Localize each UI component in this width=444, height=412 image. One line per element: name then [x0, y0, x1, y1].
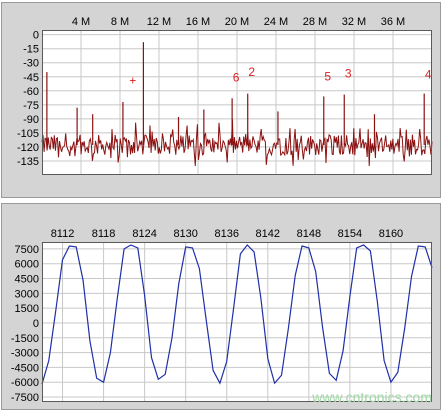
waveform-y-tick-label: -4500: [11, 362, 39, 374]
spectrum-marker-label: +: [129, 73, 136, 87]
waveform-x-tick-label: 8154: [338, 228, 362, 240]
waveform-x-tick-label: 8142: [256, 228, 280, 240]
spectrum-markers: +6 2 5 3 4: [129, 65, 432, 87]
spectrum-x-tick-label: 20 M: [225, 16, 249, 28]
waveform-x-tick-label: 8124: [132, 228, 156, 240]
waveform-x-tick-label: 8136: [214, 228, 238, 240]
spectrum-y-tick-label: -15: [23, 44, 39, 56]
waveform-x-tick-label: 8148: [297, 228, 321, 240]
spectrum-x-tick-labels: 4 M 8 M 12 M 16 M 20 M 24 M 28 M 32 M 36 M: [72, 16, 405, 28]
watermark-text: www.cntronics.com: [311, 389, 432, 405]
waveform-plot-border: [42, 242, 432, 402]
spectrum-y-tick-label: -75: [23, 100, 39, 112]
spectrum-y-tick-label: -105: [17, 128, 39, 140]
waveform-y-tick-label: -6000: [11, 377, 39, 389]
waveform-y-tick-label: 6000: [15, 259, 39, 271]
spectrum-x-tick-label: 24 M: [264, 16, 288, 28]
waveform-x-tick-label: 8112: [51, 228, 75, 240]
spectrum-y-tick-label: -135: [17, 156, 39, 168]
waveform-y-tick-label: 7500: [15, 244, 39, 256]
waveform-grid: [42, 242, 432, 402]
waveform-y-tick-label: 1500: [15, 303, 39, 315]
waveform-plot-area: [42, 242, 432, 402]
spectrum-x-tick-label: 32 M: [342, 16, 366, 28]
spectrum-x-tick-label: 4 M: [72, 16, 90, 28]
spectrum-y-tick-labels: 0 -15 -30 -45 -60 -75 -90 -105 -120 -135: [17, 30, 39, 168]
spectrum-series: [41, 119, 433, 167]
spectrum-marker-label: 4: [425, 68, 432, 82]
spectrum-spurs: [46, 42, 425, 146]
spectrum-y-tick-label: -120: [17, 142, 39, 154]
waveform-x-tick-label: 8130: [173, 228, 197, 240]
spectrum-plot-border: [42, 30, 432, 175]
waveform-x-tick-label: 8160: [379, 228, 403, 240]
spectrum-panel-border: [1, 2, 441, 198]
waveform-panel-border: [1, 203, 441, 410]
spectrum-x-tick-label: 12 M: [147, 16, 171, 28]
spectrum-y-tick-label: -30: [23, 58, 39, 70]
waveform-series: [41, 244, 433, 385]
spectrum-y-tick-label: -60: [23, 86, 39, 98]
waveform-y-tick-label: -3000: [11, 348, 39, 360]
spectrum-marker-label: 2: [248, 65, 255, 79]
spectrum-marker-label: 3: [345, 67, 352, 81]
spectrum-x-tick-label: 8 M: [111, 16, 129, 28]
spectrum-y-tick-label: -45: [23, 72, 39, 84]
waveform-trace: [41, 244, 433, 385]
waveform-y-tick-label: 3000: [15, 288, 39, 300]
spectrum-y-tick-label: 0: [33, 30, 39, 42]
spectrum-marker-label: 6: [233, 70, 240, 84]
spectrum-x-tick-label: 28 M: [303, 16, 327, 28]
spectrum-x-tick-label: 36 M: [381, 16, 405, 28]
waveform-x-tick-labels: 8112 8118 8124 8130 8136 8142 8148 8154 8160: [51, 228, 403, 240]
spectrum-y-tick-label: -90: [23, 114, 39, 126]
spectrum-x-tick-label: 16 M: [186, 16, 210, 28]
waveform-y-tick-label: 4500: [15, 274, 39, 286]
waveform-y-tick-label: -1500: [11, 333, 39, 345]
waveform-y-tick-label: -7500: [11, 392, 39, 404]
waveform-x-tick-label: 8118: [92, 228, 116, 240]
waveform-y-tick-label: 0: [33, 318, 39, 330]
spectrum-noise-trace: [41, 119, 433, 167]
spectrum-marker-label: 5: [324, 70, 331, 84]
waveform-y-tick-labels: 7500 6000 4500 3000 1500 0 -1500 -3000 -4500 -600…: [11, 244, 39, 404]
